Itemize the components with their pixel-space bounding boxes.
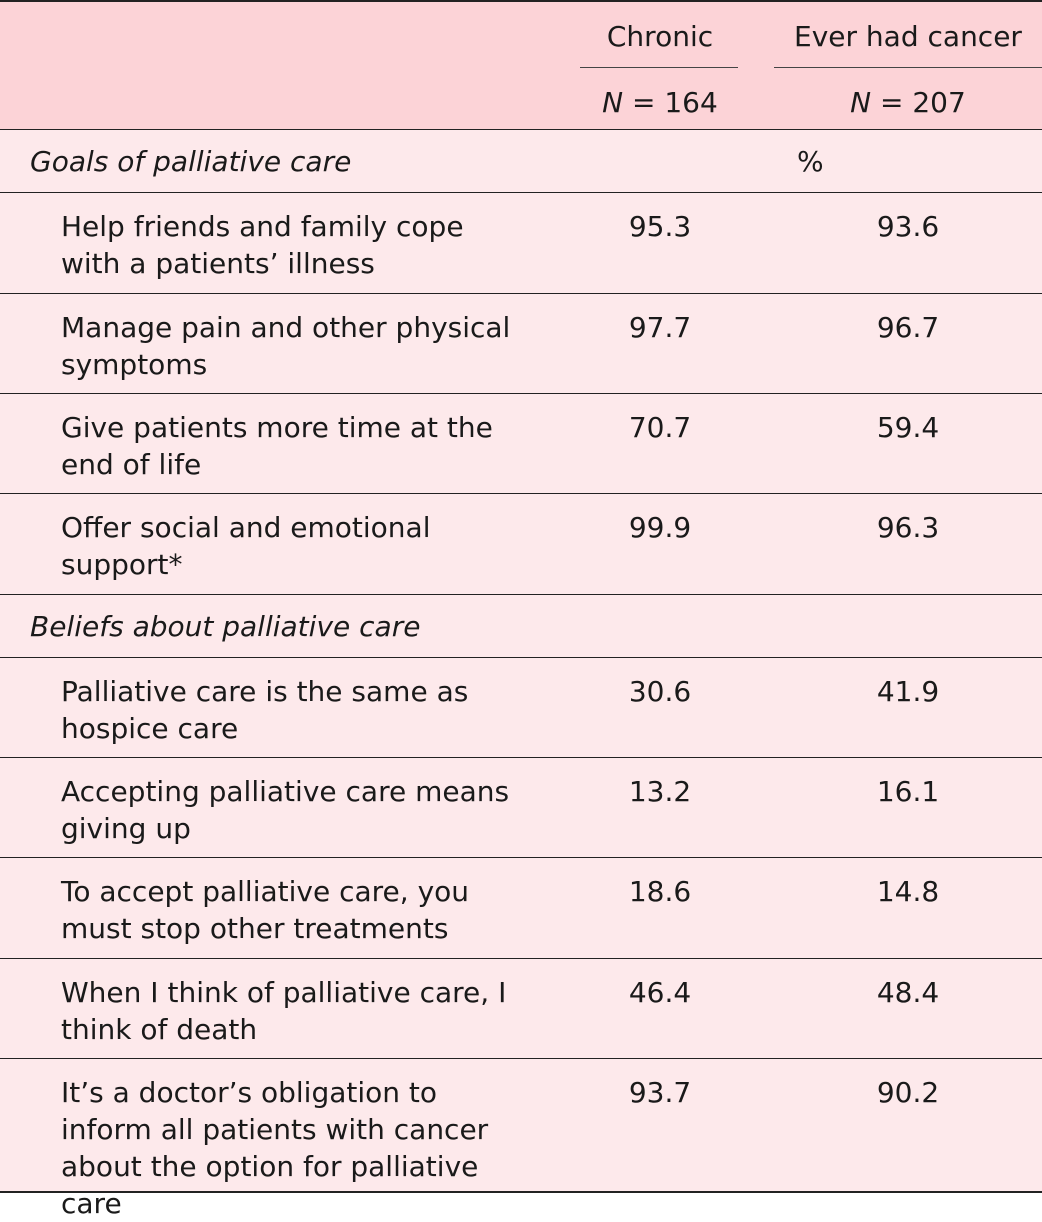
row-item-label: Manage pain and other physical symptoms (61, 311, 511, 381)
section-header-goals: Goals of palliative care % (0, 130, 1042, 193)
sample-size-chronic: N = 164 (602, 86, 718, 119)
value-chronic: 13.2 (628, 775, 692, 808)
value-chronic: 97.7 (628, 311, 692, 344)
row-item-label: To accept palliative care, you must stop… (61, 875, 470, 945)
value-cancer: 96.3 (876, 511, 940, 544)
table-row: Palliative care is the same as hospice c… (0, 658, 1042, 758)
table-row: Help friends and family cope with a pati… (0, 193, 1042, 294)
row-item-label: Palliative care is the same as hospice c… (61, 675, 469, 745)
value-cancer: 14.8 (876, 875, 940, 908)
table-header: Chronic Ever had cancer N = 164 N = 207 (0, 0, 1042, 130)
row-item-label: Accepting palliative care means giving u… (61, 775, 510, 845)
row-item-label: Offer social and emotional support* (61, 511, 431, 581)
table-row: Manage pain and other physical symptoms … (0, 294, 1042, 394)
value-cancer: 59.4 (876, 411, 940, 444)
sample-size-cancer: N = 207 (850, 86, 966, 119)
value-chronic: 18.6 (628, 875, 692, 908)
table-row: To accept palliative care, you must stop… (0, 858, 1042, 959)
section-label: Beliefs about palliative care (30, 610, 421, 643)
value-chronic: 46.4 (628, 976, 692, 1009)
row-item-label: When I think of palliative care, I think… (61, 976, 507, 1046)
value-cancer: 96.7 (876, 311, 940, 344)
row-item-label: Give patients more time at the end of li… (61, 411, 493, 481)
value-chronic: 93.7 (628, 1076, 692, 1109)
row-item-label: It’s a doctor’s obligation to inform all… (61, 1076, 489, 1220)
table-row: It’s a doctor’s obligation to inform all… (0, 1059, 1042, 1220)
value-chronic: 30.6 (628, 675, 692, 708)
value-cancer: 16.1 (876, 775, 940, 808)
section-header-beliefs: Beliefs about palliative care (0, 595, 1042, 658)
value-cancer: 90.2 (876, 1076, 940, 1109)
column-header-rule-cancer (774, 67, 1042, 68)
column-header-chronic: Chronic (606, 20, 714, 53)
value-chronic: 70.7 (628, 411, 692, 444)
unit-label: % (797, 145, 824, 178)
value-chronic: 95.3 (628, 210, 692, 243)
value-chronic: 99.9 (628, 511, 692, 544)
column-header-rule-chronic (580, 67, 738, 68)
value-cancer: 48.4 (876, 976, 940, 1009)
row-item-label: Help friends and family cope with a pati… (61, 210, 464, 280)
column-header-ever-had-cancer: Ever had cancer (794, 20, 1022, 53)
table-row: Offer social and emotional support* 99.9… (0, 494, 1042, 595)
section-label: Goals of palliative care (30, 145, 352, 178)
table-row: Give patients more time at the end of li… (0, 394, 1042, 494)
table-row: When I think of palliative care, I think… (0, 959, 1042, 1059)
value-cancer: 93.6 (876, 210, 940, 243)
value-cancer: 41.9 (876, 675, 940, 708)
table-row: Accepting palliative care means giving u… (0, 758, 1042, 858)
